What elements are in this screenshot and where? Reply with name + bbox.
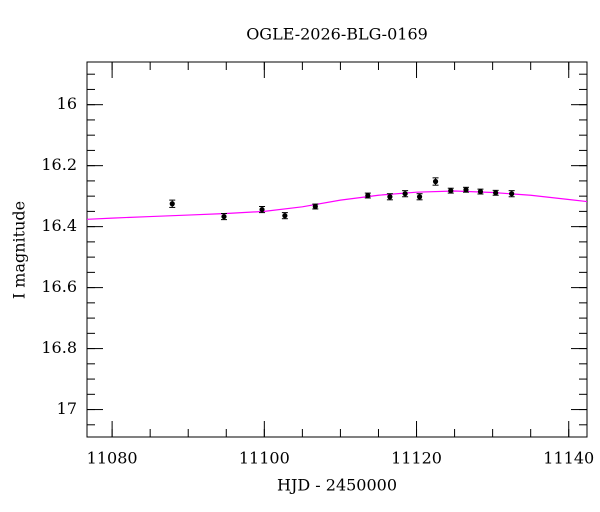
x-tick-label: 11140 xyxy=(543,449,594,468)
data-point xyxy=(432,178,439,185)
x-tick-label: 11120 xyxy=(391,449,442,468)
plot-frame xyxy=(86,61,588,438)
data-point xyxy=(365,192,371,199)
data-point xyxy=(448,188,454,194)
data-point xyxy=(282,213,288,219)
y-axis-label: I magnitude xyxy=(10,201,29,299)
data-point xyxy=(402,191,408,197)
y-tick-label: 17 xyxy=(57,399,77,418)
data-point xyxy=(387,194,393,200)
y-tick-label: 16.2 xyxy=(41,155,77,174)
data-point xyxy=(312,203,318,210)
x-tick-label: 11100 xyxy=(239,449,290,468)
x-axis-label: HJD - 2450000 xyxy=(277,476,397,495)
y-tick-label: 16.8 xyxy=(41,338,77,357)
data-point xyxy=(463,187,469,193)
y-tick-label: 16.6 xyxy=(41,277,77,296)
chart-title: OGLE-2026-BLG-0169 xyxy=(246,25,428,44)
data-point xyxy=(493,190,499,196)
model-curve xyxy=(87,190,587,220)
data-point xyxy=(259,206,265,213)
data-point xyxy=(221,213,227,220)
plot-area xyxy=(87,177,587,221)
y-tick-label: 16.4 xyxy=(41,216,77,235)
data-point xyxy=(509,191,515,197)
data-point xyxy=(169,201,175,207)
y-tick-label: 16 xyxy=(57,94,77,113)
data-point xyxy=(477,188,484,195)
data-point xyxy=(416,194,423,200)
x-tick-label: 11080 xyxy=(87,449,138,468)
